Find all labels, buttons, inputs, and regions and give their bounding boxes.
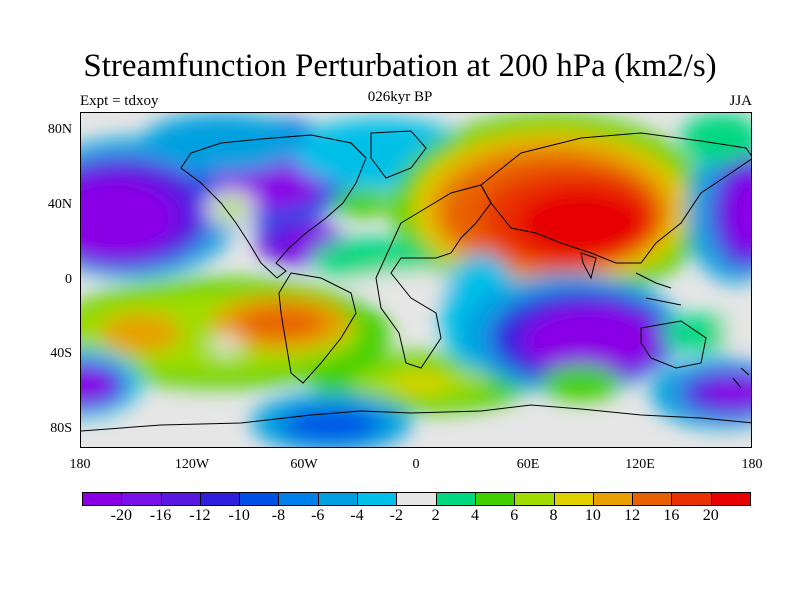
colorbar-swatch (160, 492, 201, 506)
colorbar-swatch (514, 492, 555, 506)
period-label: 026kyr BP (367, 89, 433, 105)
colorbar-swatch (553, 492, 594, 506)
colorbar-swatch (82, 492, 123, 506)
season-label: JJA (729, 93, 752, 109)
colorbar-label: -16 (149, 507, 172, 524)
colorbar-label: 16 (663, 507, 680, 524)
lon-label-180e: 180 (741, 457, 763, 472)
colorbar-swatch (121, 492, 162, 506)
colorbar-swatch (396, 492, 437, 506)
colorbar-swatch (710, 492, 751, 506)
colorbar-swatch (239, 492, 280, 506)
colorbar-swatch (317, 492, 359, 506)
lon-label-60w: 60W (290, 457, 318, 472)
colorbar-swatch (357, 492, 398, 506)
lat-label-40s: 40S (50, 346, 72, 361)
colorbar-label: 8 (549, 507, 558, 524)
colorbar-label: 10 (584, 507, 601, 524)
lon-label-120w: 120W (174, 457, 210, 472)
lon-label-0: 0 (412, 457, 420, 472)
lat-label-0: 0 (65, 272, 72, 287)
colorbar-label: -10 (228, 507, 250, 524)
colorbar-swatch (278, 492, 319, 506)
colorbar-label: 4 (470, 507, 479, 524)
colorbar-swatch (592, 492, 634, 506)
colorbar-label: -20 (110, 507, 132, 524)
experiment-label: Expt = tdxoy (80, 93, 159, 109)
map-title: Streamfunction Perturbation at 200 hPa (… (83, 48, 717, 84)
coastlines (81, 130, 751, 432)
lon-label-180w: 180 (69, 457, 91, 472)
colorbar-swatch (435, 492, 476, 506)
lat-label-80s: 80S (50, 421, 72, 436)
colorbar-label: -2 (389, 507, 403, 524)
lon-label-60e: 60E (516, 457, 540, 472)
colorbar-label: 20 (702, 507, 719, 524)
colorbar-label: 2 (431, 507, 440, 524)
colorbar-label: -4 (350, 507, 364, 524)
colorbar-label: -12 (189, 507, 211, 524)
lat-label-80n: 80N (47, 122, 72, 137)
colorbar-swatch (671, 492, 712, 506)
colorbar-label: 6 (510, 507, 519, 524)
colorbar-swatch (474, 492, 516, 506)
lon-label-120e: 120E (625, 457, 655, 472)
colorbar-swatch (632, 492, 673, 506)
colorbar-label: -6 (311, 507, 325, 524)
map-plot-area (80, 112, 752, 448)
streamfunction-field (81, 113, 751, 447)
lat-label-40n: 40N (47, 197, 72, 212)
colorbar-label: 12 (624, 507, 641, 524)
colorbar-swatch (199, 492, 241, 506)
colorbar-label: -8 (271, 507, 286, 524)
